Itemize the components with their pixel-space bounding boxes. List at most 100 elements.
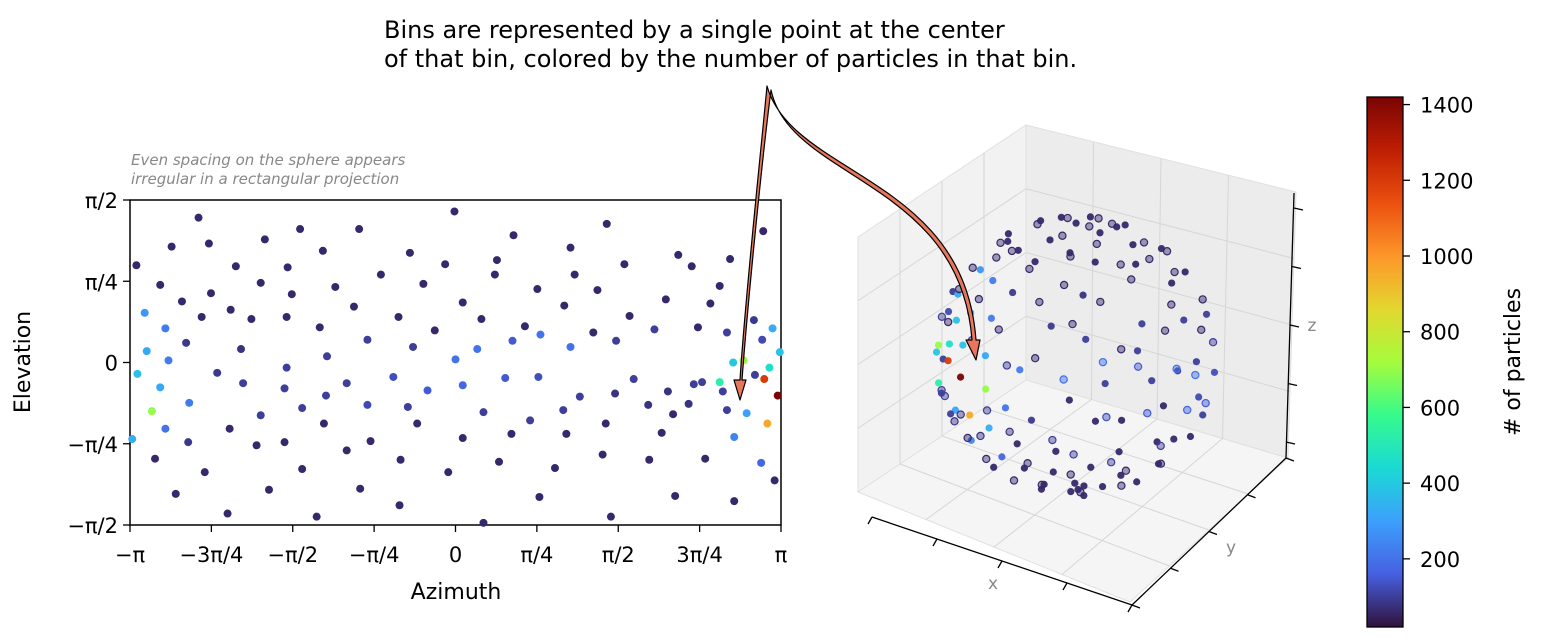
sphere-bin-point: [998, 453, 1006, 461]
sphere-bin-point: [1180, 316, 1188, 324]
bin-point: [458, 434, 467, 443]
grid-line: [1025, 315, 1291, 392]
colorbar-gradient: [1366, 96, 1404, 628]
bin-point: [237, 345, 246, 354]
sphere-bin-point: [1098, 357, 1108, 367]
y-tick-label: π/2: [85, 189, 118, 213]
grid-line: [1222, 175, 1229, 439]
bin-point: [319, 419, 328, 428]
y-tick-label: −π/2: [67, 514, 118, 538]
bin-point: [161, 324, 170, 333]
sphere-bin-point: [987, 314, 995, 322]
bin-point: [458, 381, 467, 390]
bin-point: [729, 358, 738, 367]
bin-point: [256, 411, 265, 420]
bin-point: [759, 227, 768, 236]
sphere-bin-point: [1071, 479, 1079, 487]
bin-point: [760, 375, 769, 384]
sphere-bin-point: [1133, 478, 1141, 486]
bin-point: [730, 432, 739, 441]
tick-3d: [997, 560, 1003, 569]
bin-point: [280, 438, 289, 447]
colorbar-tick-label: 200: [1420, 548, 1460, 572]
bin-point: [650, 325, 659, 334]
bin-point: [298, 404, 307, 413]
sphere-bin-point: [950, 417, 959, 426]
sphere-bin-point: [944, 307, 953, 316]
sphere-bin-point: [1076, 488, 1085, 497]
bin-point: [750, 370, 759, 379]
sphere-bin-point: [1023, 459, 1032, 468]
sphere-bin-point: [1208, 338, 1218, 347]
bin-point: [444, 468, 453, 477]
bin-point: [663, 387, 672, 396]
bin-point: [156, 280, 165, 289]
y-tick-label: 0: [105, 352, 118, 376]
sphere-bin-point: [1116, 260, 1125, 269]
sphere-bin-point: [1063, 213, 1072, 223]
sphere-bin-point: [1195, 393, 1203, 401]
bin-point: [671, 491, 680, 500]
sphere-bin-point: [1059, 280, 1069, 290]
tick-3d: [932, 538, 938, 547]
y-tick-label: −π/4: [67, 433, 118, 457]
rectangular-projection-axes: −π −3π/4 −π/2 −π/4 0 π/4 π/2 3π/4 π −π/2 −π/4 0 π/4…: [11, 189, 788, 605]
colorbar-tick-label: 600: [1420, 396, 1460, 420]
sphere-bin-point: [1157, 244, 1166, 253]
bin-point: [323, 352, 332, 361]
annotation-text: Bins are represented by a single point a…: [384, 16, 1244, 74]
sphere-bin-point: [963, 433, 972, 443]
sphere-bin-point: [1170, 435, 1178, 443]
bin-point: [321, 391, 330, 400]
tick-3d: [1247, 494, 1256, 499]
sphere-bin-point: [1082, 335, 1090, 343]
sphere-bin-point: [1186, 432, 1195, 441]
bin-point: [342, 446, 351, 455]
sphere-bin-point: [1057, 213, 1065, 221]
bin-point: [366, 437, 375, 446]
sphere-bin-point: [1192, 358, 1201, 366]
bin-point: [395, 501, 404, 510]
bin-point: [184, 438, 193, 447]
x-tick-label: π: [775, 543, 788, 567]
bin-point: [758, 335, 767, 344]
sphere-bin-point: [1094, 214, 1103, 223]
sphere-bin-point: [1066, 470, 1075, 479]
bin-point: [283, 263, 292, 272]
sphere-bin-point: [1072, 219, 1080, 227]
projection-note-line-1: Even spacing on the sphere appears: [131, 151, 406, 169]
sphere-bin-point: [934, 341, 943, 349]
sphere-bin-point: [956, 410, 965, 419]
bin-point: [265, 485, 274, 494]
sphere-bin-point: [1160, 326, 1170, 335]
bin-point: [376, 270, 385, 279]
sphere-bin-point: [1106, 458, 1116, 467]
sphere-bin-point: [976, 431, 985, 441]
sphere-bin-point: [1145, 254, 1154, 264]
bin-point: [722, 328, 731, 337]
bin-point: [674, 250, 683, 259]
grid-line: [1025, 252, 1293, 326]
bin-point: [161, 424, 170, 433]
bin-point: [701, 454, 710, 463]
bin-point: [645, 455, 654, 464]
tick-3d: [1170, 567, 1179, 572]
bin-point: [593, 286, 602, 295]
colorbar-ticks: 200 400 600 800 1000 1200 1400: [1403, 94, 1473, 572]
bin-point: [182, 338, 191, 347]
sphere-bin-point: [935, 379, 943, 387]
sphere-bin-point: [1139, 238, 1149, 247]
bin-point: [458, 298, 467, 307]
bin-point: [657, 428, 666, 437]
y-tick-label: π/4: [85, 270, 118, 294]
sphere-bin-point: [1096, 297, 1105, 307]
bin-point: [256, 278, 265, 287]
sphere-bin-point: [1098, 482, 1107, 491]
tick-3d: [1287, 382, 1298, 387]
sphere-bin-point: [1121, 466, 1131, 475]
sphere-bin-point: [1025, 264, 1034, 274]
sphere-bin-point: [1027, 416, 1036, 424]
bin-point: [260, 235, 269, 244]
sphere-bin-point: [1132, 260, 1140, 268]
bin-point: [247, 315, 256, 324]
